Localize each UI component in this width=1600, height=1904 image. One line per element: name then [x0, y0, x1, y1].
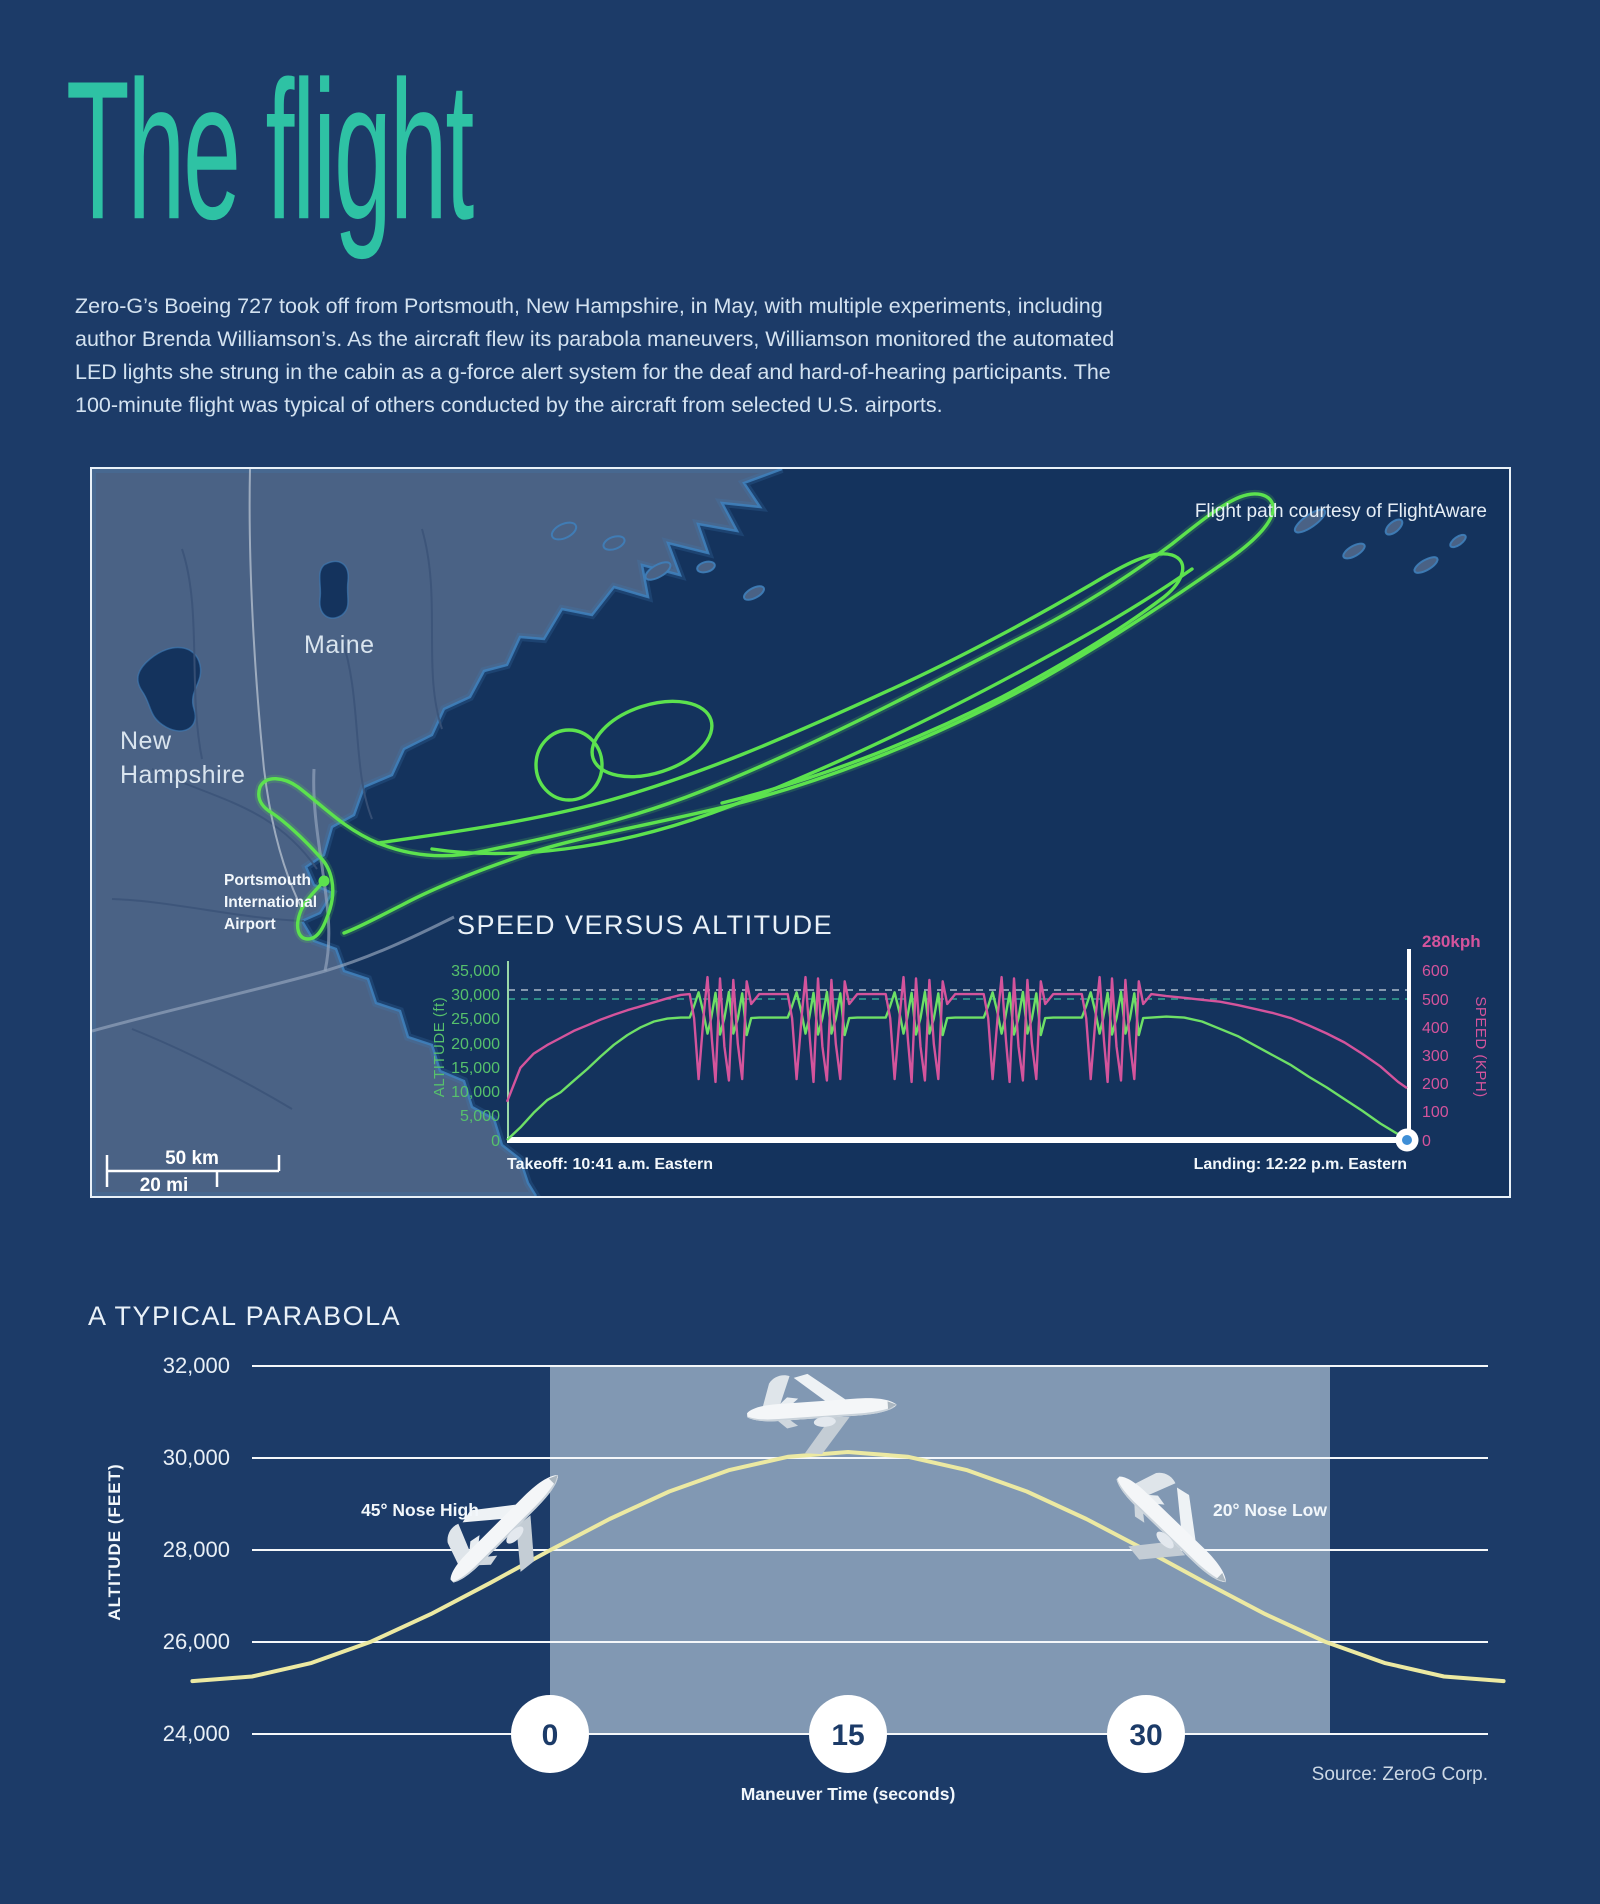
- svg-text:10,000: 10,000: [451, 1084, 500, 1101]
- takeoff-caption: Takeoff: 10:41 a.m. Eastern: [507, 1156, 713, 1173]
- svg-text:Airport: Airport: [224, 916, 276, 933]
- parabola-ytick-labels: 32,000 30,000 28,000 26,000 24,000: [163, 1353, 230, 1746]
- svg-text:100: 100: [1422, 1104, 1449, 1121]
- map-credit: Flight path courtesy of FlightAware: [1195, 501, 1487, 522]
- time-markers: 0 15 30: [511, 1695, 1185, 1773]
- parabola-title: A TYPICAL PARABOLA: [88, 1301, 401, 1331]
- flight-path: [254, 489, 1278, 943]
- svg-text:0: 0: [491, 1133, 500, 1150]
- nose-low-label: 20° Nose Low: [1213, 1500, 1327, 1520]
- svg-text:200: 200: [1422, 1076, 1449, 1093]
- svg-text:600: 600: [1422, 963, 1449, 980]
- speed-chart-title: SPEED VERSUS ALTITUDE: [457, 910, 833, 940]
- speed-series-line: [505, 975, 1408, 1103]
- svg-text:26,000: 26,000: [163, 1629, 230, 1654]
- altitude-series-line: [506, 990, 1408, 1142]
- map-roads: [111, 528, 443, 1110]
- svg-text:500: 500: [1422, 992, 1449, 1009]
- page-title: The flight: [66, 41, 474, 261]
- landing-caption: Landing: 12:22 p.m. Eastern: [1194, 1156, 1407, 1173]
- landing-marker-inner: [1402, 1135, 1412, 1145]
- parabola-svg: A TYPICAL PARABOLA 32,000 30,000 28,000 …: [88, 1301, 1506, 1804]
- svg-text:International: International: [224, 894, 317, 911]
- map-lakes: [137, 560, 349, 732]
- map-scale-bar: [105, 1155, 281, 1187]
- speed-tick-labels: 600 500 400 300 200 100 0: [1422, 963, 1449, 1150]
- svg-text:15,000: 15,000: [451, 1060, 500, 1077]
- svg-text:15: 15: [831, 1719, 864, 1752]
- svg-text:25,000: 25,000: [451, 1011, 500, 1028]
- svg-text:30,000: 30,000: [451, 987, 500, 1004]
- nose-high-label: 45° Nose High: [361, 1500, 479, 1520]
- svg-text:30,000: 30,000: [163, 1445, 230, 1470]
- svg-text:24,000: 24,000: [163, 1721, 230, 1746]
- flight-map: Flight path courtesy of FlightAware Main…: [90, 467, 1511, 1198]
- map-islands: [550, 508, 1467, 601]
- svg-text:400: 400: [1422, 1020, 1449, 1037]
- scale-km-label: 50 km: [165, 1148, 219, 1169]
- svg-text:30: 30: [1129, 1719, 1162, 1752]
- map-label-nh-line2: Hampshire: [120, 761, 245, 789]
- max-speed-label: 280kph: [1422, 932, 1481, 951]
- speed-altitude-chart: SPEED VERSUS ALTITUDE 35,000 30,000 25,0…: [431, 910, 1489, 1173]
- svg-text:5,000: 5,000: [460, 1108, 500, 1125]
- source-credit: Source: ZeroG Corp.: [1312, 1764, 1488, 1785]
- altitude-axis-title: ALTITUDE (ft): [431, 997, 448, 1097]
- speed-axis-title: SPEED (KPH): [1472, 996, 1489, 1097]
- map-label-nh-line1: New: [120, 727, 172, 755]
- flight-map-svg: Flight path courtesy of FlightAware Main…: [92, 469, 1489, 1196]
- altitude-tick-labels: 35,000 30,000 25,000 20,000 15,000 10,00…: [451, 963, 500, 1150]
- svg-text:35,000: 35,000: [451, 963, 500, 980]
- svg-text:300: 300: [1422, 1048, 1449, 1065]
- airport-label: Portsmouth International Airport: [224, 872, 317, 933]
- svg-text:0: 0: [542, 1719, 559, 1752]
- intro-paragraph: Zero-G’s Boeing 727 took off from Portsm…: [75, 293, 1115, 417]
- state-border-line: [248, 469, 303, 910]
- svg-text:20,000: 20,000: [451, 1036, 500, 1053]
- parabola-curve: [190, 1450, 1506, 1684]
- parabola-section: A TYPICAL PARABOLA 32,000 30,000 28,000 …: [0, 1280, 1600, 1899]
- svg-text:Portsmouth: Portsmouth: [224, 872, 311, 889]
- svg-text:32,000: 32,000: [163, 1353, 230, 1378]
- svg-text:28,000: 28,000: [163, 1537, 230, 1562]
- airport-marker-dot: [318, 875, 330, 887]
- scale-mi-label: 20 mi: [140, 1175, 189, 1196]
- parabola-y-axis-title: ALTITUDE (FEET): [105, 1463, 124, 1620]
- svg-text:0: 0: [1422, 1133, 1431, 1150]
- map-label-maine: Maine: [304, 631, 375, 659]
- maneuver-time-label: Maneuver Time (seconds): [741, 1784, 956, 1804]
